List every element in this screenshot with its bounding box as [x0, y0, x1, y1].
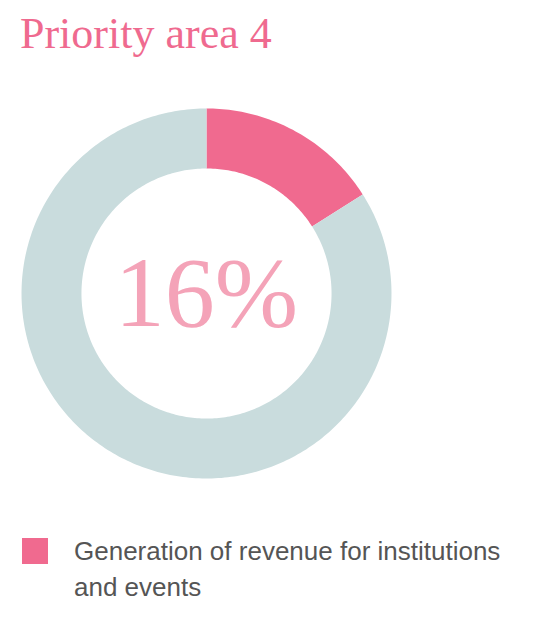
html-text:Priority area 4: Priority area 4 — [20, 9, 272, 58]
svg-text:16%: 16% — [115, 237, 298, 348]
html-text:Generation of revenue for inst: Generation of revenue for institutions a… — [74, 536, 501, 602]
